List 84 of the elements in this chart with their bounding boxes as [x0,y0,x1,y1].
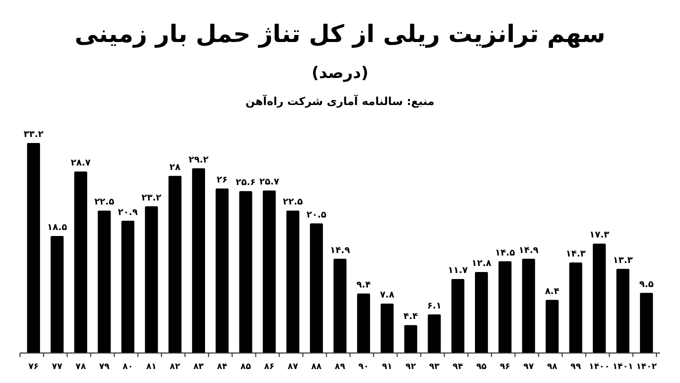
bar [144,206,158,353]
x-tick-label: ۷۶ [28,362,39,372]
bar [522,258,536,353]
data-label: ۱۲.۸ [471,259,492,270]
bar [121,220,134,353]
x-tick-label: ۱۴۰۱ [612,362,634,372]
x-tick-label: ۸۸ [311,362,322,372]
x-tick-label: ۹۲ [406,362,417,372]
data-label: ۲۲.۵ [94,198,115,208]
bar [404,325,418,353]
bar [334,258,346,353]
bar [262,190,276,353]
data-label: ۸.۴ [544,286,560,297]
x-tick-label: ۸۰ [122,362,134,372]
chart-title: سهم ترانزیت ریلی از کل تناژ حمل بار زمینی [74,20,606,48]
data-label: ۲۸.۷ [70,158,92,168]
bar [616,268,630,353]
data-label: ۲۰.۹ [118,208,138,218]
data-label: ۱۷.۳ [589,230,610,241]
x-tick-label: ۹۰ [358,362,369,372]
bar [428,314,441,353]
data-label: ۲۲.۵ [282,198,304,208]
bar [286,210,300,353]
data-label: ۷.۸ [380,290,395,301]
bar [592,244,606,353]
bar [50,236,64,353]
data-label: ۱۴.۹ [518,246,540,256]
x-tick-label: ۷۷ [52,362,64,372]
data-label: ۲۳.۲ [141,193,162,204]
data-label: ۹.۵ [639,280,654,290]
data-label: ۲۰.۵ [306,210,327,220]
bar [27,143,40,353]
x-tick-label: ۸۳ [193,362,205,372]
x-tick-label: ۹۳ [429,362,440,372]
x-tick-label: ۹۹ [570,362,582,372]
data-label: ۱۴.۳ [566,250,586,260]
data-label: ۳۳.۲ [24,130,44,140]
x-tick-label: ۹۱ [382,362,392,372]
data-label: ۲۶ [216,176,228,186]
data-label: ۲۸ [169,162,181,173]
text: منبع: سالنامه آماری شرکت راه‌آهن [246,94,434,108]
x-tick-label: ۸۴ [216,362,228,372]
data-label: ۲۵.۷ [259,177,280,188]
data-label: ۲۹.۲ [188,155,210,166]
data-label: ۱۴.۹ [330,246,350,256]
x-tick-label: ۸۱ [146,362,157,372]
bar [357,294,370,353]
x-tick-label: ۹۶ [500,362,510,372]
x-tick-label: ۹۸ [546,362,558,372]
x-tick-label: ۸۲ [170,362,181,372]
chart-subtitle: (درصد) [312,63,368,82]
bar [239,191,252,353]
x-tick-label: ۸۷ [288,362,299,372]
data-label: ۱۴.۵ [495,248,516,258]
data-label: ۱۸.۵ [47,222,68,233]
bar [168,176,182,353]
bar [192,168,206,353]
x-tick-label: ۱۴۰۰ [588,362,610,372]
bar [474,272,488,353]
x-tick-label: ۹۴ [452,362,464,372]
bar [98,210,111,353]
x-tick-label: ۷۸ [76,362,87,372]
x-tick-label: ۹۷ [523,362,535,372]
x-tick-label: ۱۴۰۲ [636,362,658,372]
x-tick-label: ۸۶ [264,362,274,372]
x-tick-label: ۸۹ [334,362,346,372]
bar [451,278,464,353]
bar [216,188,229,353]
bar [569,262,582,353]
x-tick-label: ۹۵ [476,362,487,372]
bar [640,292,653,353]
bar [74,171,88,353]
data-label: ۱۳.۳ [612,256,634,266]
bar [546,300,559,353]
data-label: ۴.۴ [404,312,418,322]
bar [380,304,394,353]
x-tick-label: ۷۹ [99,362,110,372]
bar [498,261,512,353]
x-tick-label: ۸۵ [240,362,251,372]
data-label: ۲۵.۶ [236,178,256,188]
data-label: ۱۱.۷ [448,266,468,276]
data-label: ۹.۴ [356,280,372,291]
data-label: ۶.۱ [427,301,442,312]
bar [310,223,323,353]
